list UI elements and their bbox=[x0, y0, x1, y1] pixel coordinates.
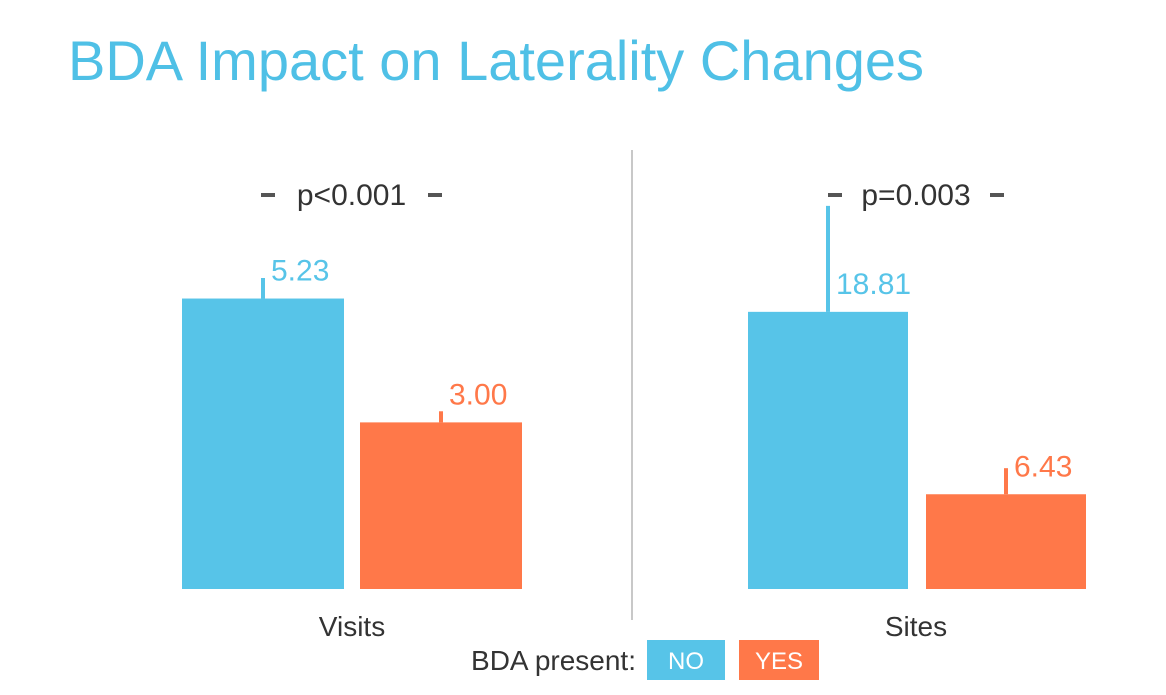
bar-visits-no bbox=[182, 298, 344, 589]
data-label-sites-yes: 6.43 bbox=[1014, 450, 1072, 483]
data-label-visits-no: 5.23 bbox=[271, 255, 329, 288]
bar-sites-yes bbox=[926, 494, 1086, 589]
p-value-label: p<0.001 bbox=[297, 179, 406, 212]
data-label-visits-yes: 3.00 bbox=[449, 378, 507, 411]
chart-title: BDA Impact on Laterality Changes bbox=[68, 29, 924, 92]
legend-label: BDA present: bbox=[471, 645, 636, 676]
legend: BDA present: NO YES bbox=[471, 640, 819, 680]
legend-entry-no: NO bbox=[668, 648, 704, 675]
bar-visits-yes bbox=[360, 422, 522, 589]
category-label: Sites bbox=[885, 611, 947, 642]
legend-swatch-no bbox=[647, 640, 725, 680]
panel-visits: p<0.001 5.23 3.00 Visits bbox=[182, 179, 522, 642]
data-label-sites-no: 18.81 bbox=[836, 268, 911, 301]
legend-entry-yes: YES bbox=[755, 648, 803, 675]
bar-sites-no bbox=[748, 311, 908, 589]
panel-sites: p=0.003 18.81 6.43 Sites bbox=[748, 179, 1086, 642]
chart-panels: p<0.001 5.23 3.00 Visits p=0.003 18.81 6.43 Sit… bbox=[182, 179, 1086, 642]
legend-swatch-yes bbox=[739, 640, 819, 680]
p-value-label: p=0.003 bbox=[861, 179, 970, 212]
category-label: Visits bbox=[319, 611, 385, 642]
